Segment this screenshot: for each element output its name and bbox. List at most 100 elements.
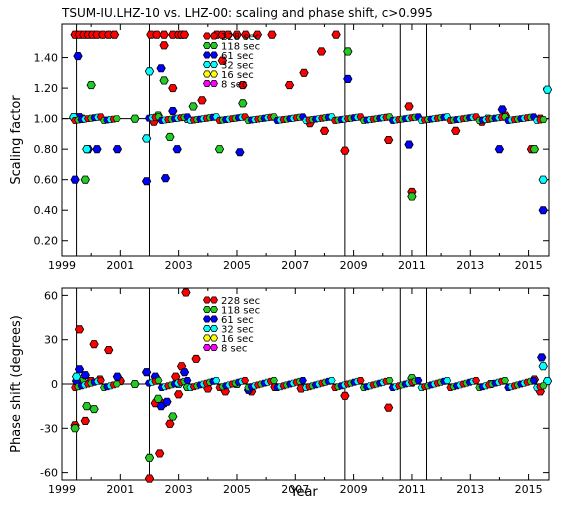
y-tick-label: 0.80 [34, 143, 59, 156]
data-point [156, 64, 166, 73]
data-point [407, 192, 417, 201]
data-point [316, 47, 327, 56]
data-point [74, 325, 85, 334]
data-point [80, 175, 90, 184]
baseline-point [385, 376, 394, 384]
data-point [179, 30, 190, 39]
data-point [82, 402, 92, 411]
data-point [146, 30, 156, 39]
data-point [451, 126, 461, 135]
baseline-point [212, 376, 221, 384]
x-tick-label: 2013 [456, 259, 484, 272]
legend-marker [209, 32, 219, 40]
baseline-point [356, 376, 365, 384]
legend-marker [209, 70, 219, 78]
x-tick-label: 2009 [340, 483, 368, 496]
data-point [89, 340, 99, 349]
x-tick-label: 2005 [223, 483, 251, 496]
data-point [165, 419, 175, 428]
legend-label: 228 sec [221, 32, 260, 43]
baseline-point [96, 376, 105, 384]
baseline-point [112, 380, 121, 388]
y-tick-label: 1.40 [34, 52, 59, 65]
data-point [70, 424, 80, 433]
data-point [284, 81, 295, 90]
data-point [171, 372, 181, 381]
legend-marker [202, 32, 212, 40]
legend-marker [202, 344, 212, 351]
baseline-point [154, 376, 163, 384]
legend-marker [209, 334, 219, 342]
data-point [168, 412, 178, 421]
x-tick-label: 2003 [165, 259, 193, 272]
legend-marker [202, 42, 212, 49]
phase-panel: 1999 2001 2003 2005 2007 2009 2011 2013 2015 -60 -… [9, 287, 553, 496]
data-point [252, 30, 263, 39]
legend-label: 32 sec [221, 325, 254, 336]
legend-marker [209, 42, 219, 49]
x-axis-label: Year [289, 485, 318, 500]
data-point [71, 372, 82, 381]
plot-frame [61, 23, 550, 257]
legend-label: 16 sec [221, 334, 254, 345]
legend-marker [202, 306, 212, 313]
x-tick-label: 2015 [515, 483, 543, 496]
data-point [173, 390, 184, 399]
data-point [112, 372, 123, 381]
baseline-point [539, 116, 548, 123]
data-point [98, 30, 108, 39]
y-axis-label: Scaling factor [9, 95, 24, 185]
legend-label: 32 sec [221, 61, 254, 72]
data-point [159, 30, 169, 39]
data-point [404, 102, 414, 111]
data-point [538, 206, 548, 215]
data-point [217, 56, 228, 65]
data-point [104, 345, 114, 355]
data-point [130, 114, 140, 123]
data-point [73, 52, 83, 61]
y-tick-label: 30 [44, 334, 58, 347]
data-point [238, 81, 248, 90]
x-tick-label: 2009 [340, 259, 368, 272]
data-point [144, 67, 155, 76]
x-tick-label: 2011 [398, 259, 426, 272]
data-point [181, 288, 191, 297]
data-point [232, 30, 242, 39]
y-tick-label: 60 [44, 289, 58, 302]
data-point [172, 145, 182, 154]
data-point [191, 354, 201, 363]
data-point [299, 68, 309, 77]
baseline-point [183, 376, 192, 384]
baseline-point [112, 115, 121, 122]
data-point [179, 368, 190, 377]
data-point [80, 416, 90, 426]
data-point [152, 30, 162, 39]
y-tick-label: 0 [51, 378, 58, 391]
data-point [112, 145, 123, 154]
legend-marker [202, 51, 212, 59]
data-point [267, 30, 277, 39]
legend-marker [202, 334, 212, 342]
data-point [168, 30, 178, 39]
data-point [238, 99, 248, 108]
x-tick-label: 2007 [281, 259, 309, 272]
data-point [214, 145, 225, 154]
data-point [188, 102, 198, 111]
legend-marker [209, 80, 219, 87]
y-tick-label: 0.20 [34, 235, 59, 248]
x-tick-label: 2013 [456, 483, 484, 496]
baseline-point [539, 382, 548, 390]
data-point [144, 474, 155, 483]
data-point [383, 135, 394, 145]
data-point [92, 145, 102, 154]
data-point [529, 145, 540, 154]
data-point [494, 145, 505, 154]
x-tick-label: 2001 [106, 259, 134, 272]
data-point [343, 74, 353, 83]
baseline-point [270, 376, 278, 384]
data-point [343, 47, 353, 56]
y-tick-label: 1.20 [34, 82, 59, 95]
data-point [542, 85, 553, 94]
legend-marker [209, 296, 219, 304]
